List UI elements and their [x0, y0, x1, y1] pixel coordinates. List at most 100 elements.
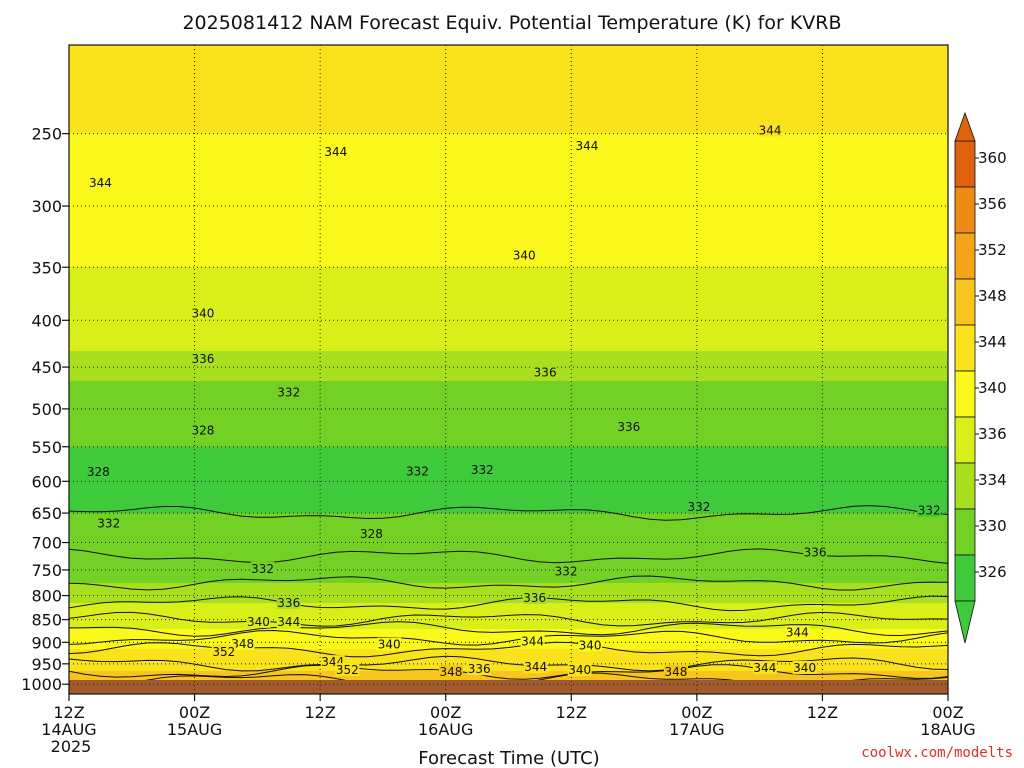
- temperature-band: [69, 211, 948, 214]
- contour-label-bg: [522, 591, 547, 605]
- temperature-band: [69, 465, 948, 468]
- contour-label-text: 340: [247, 615, 270, 629]
- temperature-band: [69, 247, 948, 250]
- contour-label-bg: [96, 516, 121, 530]
- contour-label: 340: [567, 663, 592, 677]
- temperature-band: [69, 131, 948, 134]
- temperature-band: [69, 597, 948, 600]
- contour-label-bg: [470, 462, 495, 476]
- contour-label-text: 340: [513, 249, 536, 263]
- contour-label-bg: [246, 614, 271, 628]
- contour-label-bg: [335, 663, 360, 677]
- contour-label-bg: [230, 637, 255, 651]
- pressure-tick-label: 250: [31, 125, 62, 144]
- temperature-band: [69, 655, 948, 658]
- contour-label: 340: [246, 614, 271, 629]
- temperature-band: [69, 399, 948, 402]
- temperature-band: [69, 593, 948, 596]
- temperature-band: [69, 423, 948, 426]
- temperature-band: [69, 617, 948, 620]
- contour-label: 332: [470, 462, 495, 477]
- contour-label: 328: [190, 423, 215, 438]
- temperature-band: [69, 287, 948, 290]
- temperature-band: [69, 527, 948, 530]
- temperature-band: [69, 133, 948, 136]
- temperature-band: [69, 77, 948, 80]
- contour-label: 332: [405, 464, 430, 478]
- temperature-band: [69, 397, 948, 400]
- temperature-band: [69, 405, 948, 408]
- contour-label-bg: [574, 139, 599, 153]
- contour-label: 344: [323, 145, 348, 159]
- contour-label-bg: [359, 526, 384, 540]
- temperature-band: [69, 317, 948, 320]
- temperature-band: [69, 551, 948, 554]
- temperature-band: [69, 233, 948, 236]
- temperature-band: [69, 573, 948, 576]
- contour-label-bg: [190, 423, 215, 437]
- temperature-band: [69, 363, 948, 366]
- temperature-band: [69, 541, 948, 544]
- temperature-band: [69, 579, 948, 582]
- temperature-band: [69, 71, 948, 74]
- temperature-band: [69, 561, 948, 564]
- contour-label: 332: [96, 516, 121, 530]
- temperature-band: [69, 265, 948, 268]
- contour-label-text: 332: [277, 386, 300, 400]
- temperature-band: [69, 461, 948, 464]
- temperature-band: [69, 255, 948, 258]
- contour-label: 336: [803, 545, 828, 560]
- temperature-band: [69, 587, 948, 590]
- contour-label: 340: [377, 637, 402, 652]
- temperature-band: [69, 221, 948, 224]
- time-tick-label: 00Z: [430, 703, 461, 722]
- temperature-band: [69, 187, 948, 190]
- contour-label-text: 344: [521, 634, 544, 648]
- temperature-band: [69, 185, 948, 188]
- temperature-band: [69, 261, 948, 264]
- temperature-band: [69, 413, 948, 416]
- temperature-band: [69, 163, 948, 166]
- temperature-band: [69, 503, 948, 506]
- temperature-band: [69, 217, 948, 220]
- temperature-band: [69, 359, 948, 362]
- contour-label-bg: [803, 545, 828, 559]
- contour-label-bg: [88, 175, 113, 189]
- temperature-band: [69, 121, 948, 124]
- pressure-tick-label: 350: [31, 258, 62, 277]
- temperature-band: [69, 99, 948, 102]
- contour-label-text: 344: [759, 123, 782, 137]
- temperature-band: [69, 51, 948, 54]
- temperature-band: [69, 603, 948, 606]
- temperature-band: [69, 223, 948, 226]
- contour-label-text: 344: [324, 145, 347, 159]
- temperature-band: [69, 139, 948, 142]
- temperature-band: [69, 63, 948, 66]
- temperature-band: [69, 463, 948, 466]
- temperature-band: [69, 89, 948, 92]
- temperature-band: [69, 601, 948, 604]
- contour-label-text: 332: [406, 464, 429, 478]
- contour-label-text: 328: [360, 527, 383, 541]
- temperature-band: [69, 167, 948, 170]
- time-tick-label: 12Z: [556, 703, 587, 722]
- temperature-band: [69, 53, 948, 56]
- temperature-band: [69, 647, 948, 650]
- temperature-band: [69, 481, 948, 484]
- contour-label: 352: [335, 663, 360, 677]
- temperature-band: [69, 61, 948, 64]
- contour-label-text: 336: [617, 420, 640, 434]
- temperature-band: [69, 567, 948, 570]
- contour-line: [69, 575, 948, 591]
- temperature-band: [69, 79, 948, 82]
- temperature-band: [69, 347, 948, 350]
- contour-label-text: 340: [378, 638, 401, 652]
- temperature-band: [69, 479, 948, 482]
- temperature-band: [69, 97, 948, 100]
- temperature-band: [69, 219, 948, 222]
- contour-label-text: 336: [277, 596, 300, 610]
- temperature-band: [69, 557, 948, 560]
- temperature-band: [69, 441, 948, 444]
- temperature-band: [69, 271, 948, 274]
- temperature-band: [69, 535, 948, 538]
